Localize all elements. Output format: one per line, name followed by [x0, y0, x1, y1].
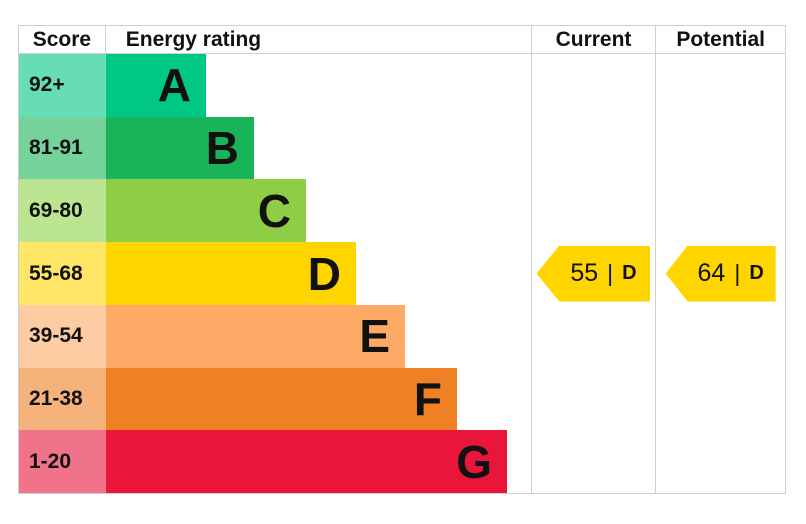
score-range-f: 21-38 [19, 367, 106, 431]
potential-rating-value: 64 [697, 259, 726, 287]
band-row-g: 1-20 G [19, 430, 531, 494]
current-rating-marker: 55 | D [536, 245, 651, 302]
potential-rating-marker: 64 | D [665, 245, 776, 302]
bands-column: 92+ A 81-91 B 69-80 C 55-68 D 39-54 E 21… [19, 54, 531, 494]
score-range-a: 92+ [19, 54, 106, 117]
header-energy-rating: Energy rating [125, 27, 262, 51]
current-rating-band-letter: D [622, 262, 637, 284]
potential-column: 64 | D [655, 54, 785, 493]
score-range-b: 81-91 [19, 116, 106, 180]
header-current: Current [530, 26, 656, 53]
band-bar-c: C [106, 179, 306, 243]
band-row-a: 92+ A [19, 54, 531, 117]
table-body: 92+ A 81-91 B 69-80 C 55-68 D 39-54 E 21… [19, 54, 785, 494]
band-bar-d: D [106, 242, 356, 305]
score-range-d: 55-68 [19, 242, 106, 305]
band-row-c: 69-80 C [19, 179, 531, 243]
potential-rating-band-letter: D [749, 262, 764, 284]
band-bar-g: G [106, 430, 507, 494]
score-range-g: 1-20 [19, 430, 106, 494]
band-row-b: 81-91 B [19, 116, 531, 180]
band-bar-a: A [106, 54, 206, 117]
band-bar-b: B [106, 116, 254, 180]
band-bar-e: E [106, 304, 405, 368]
current-rating-value: 55 [570, 259, 599, 287]
band-bar-f: F [106, 367, 457, 431]
epc-rating-chart: Score Energy rating Current Potential 92… [18, 25, 786, 494]
band-row-d: 55-68 D [19, 242, 531, 305]
current-rating-separator: | [607, 260, 614, 286]
band-row-f: 21-38 F [19, 367, 531, 431]
band-row-e: 39-54 E [19, 304, 531, 368]
score-range-c: 69-80 [19, 179, 106, 243]
header-score: Score [19, 26, 106, 53]
score-range-e: 39-54 [19, 304, 106, 368]
header-potential: Potential [655, 26, 785, 53]
current-column: 55 | D [530, 54, 656, 493]
potential-rating-separator: | [734, 260, 741, 286]
table-header-row: Score Energy rating Current Potential [19, 26, 785, 54]
